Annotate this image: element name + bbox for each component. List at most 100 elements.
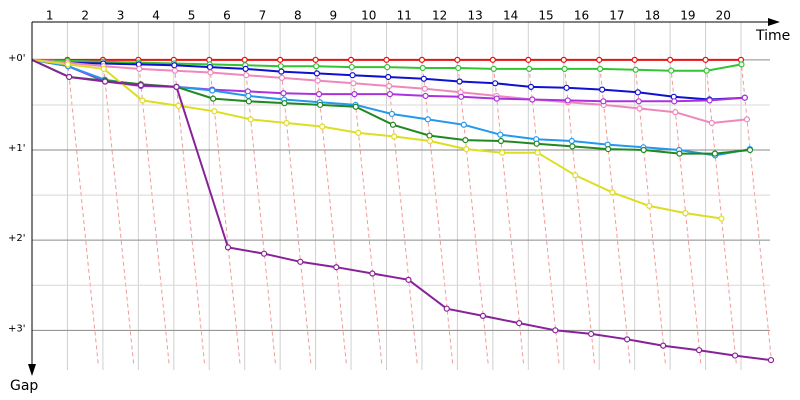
point: [137, 82, 144, 89]
point: [767, 356, 775, 364]
x-tick-label: 20: [716, 9, 731, 23]
time-line: [421, 59, 454, 367]
point: [499, 149, 506, 156]
point: [702, 56, 709, 63]
point: [711, 150, 719, 157]
y-tick-label: +3': [8, 323, 26, 334]
point: [605, 146, 612, 153]
point: [355, 129, 362, 136]
x-arrow: [768, 18, 780, 26]
time-line: [66, 59, 99, 367]
point: [646, 202, 653, 210]
point: [388, 110, 396, 118]
point: [460, 121, 467, 128]
point: [572, 172, 579, 179]
point: [424, 116, 431, 123]
point: [609, 189, 616, 196]
x-tick-label: 18: [645, 9, 660, 23]
point: [635, 98, 642, 105]
time-line: [279, 59, 312, 367]
point: [561, 65, 568, 72]
point: [492, 80, 499, 87]
point: [283, 119, 290, 127]
x-tick-label: 1: [46, 9, 54, 23]
point: [527, 83, 535, 91]
point: [660, 342, 667, 349]
point: [741, 94, 748, 101]
time-line: [598, 59, 631, 367]
time-line: [244, 59, 277, 367]
time-line: [705, 59, 738, 367]
x-tick-label: 4: [152, 9, 160, 23]
point: [420, 75, 427, 82]
point: [333, 264, 340, 271]
point: [743, 116, 751, 123]
x-tick-label: 19: [680, 9, 695, 23]
point: [173, 83, 180, 91]
point: [241, 56, 248, 63]
time-line: [563, 59, 596, 367]
point: [454, 56, 461, 63]
time-line: [315, 59, 348, 367]
time-line: [740, 59, 773, 367]
point: [640, 146, 647, 154]
point: [463, 146, 470, 153]
time-line: [173, 59, 206, 367]
point: [588, 330, 595, 338]
point: [738, 61, 745, 68]
point: [369, 270, 376, 277]
point: [634, 89, 641, 96]
point: [243, 72, 250, 79]
x-tick-label: 15: [538, 9, 553, 23]
point: [386, 91, 394, 98]
point: [277, 63, 284, 70]
point: [171, 67, 178, 74]
point: [534, 149, 541, 156]
point: [596, 56, 603, 63]
point: [277, 56, 284, 63]
time-line: [456, 59, 489, 367]
point: [385, 73, 392, 81]
point: [349, 72, 356, 79]
x-tick-label: 14: [503, 9, 518, 23]
point: [600, 98, 607, 105]
x-tick-label: 13: [467, 9, 482, 23]
point: [443, 305, 450, 312]
x-tick-label: 9: [330, 9, 338, 23]
time-line: [208, 59, 241, 367]
point: [552, 327, 559, 334]
point: [64, 61, 72, 68]
point: [260, 250, 268, 257]
point: [175, 102, 182, 109]
point: [383, 56, 390, 63]
point: [672, 109, 679, 116]
point: [317, 101, 324, 109]
point: [456, 78, 463, 85]
point: [314, 77, 321, 84]
point: [668, 67, 675, 74]
point: [631, 56, 638, 63]
time-line: [350, 59, 383, 367]
point: [350, 80, 357, 87]
point: [533, 140, 540, 147]
point: [457, 93, 465, 100]
point: [731, 352, 739, 359]
x-tick-label: 10: [361, 9, 376, 23]
point: [462, 137, 469, 144]
point: [421, 85, 428, 92]
point: [281, 100, 288, 107]
point: [352, 103, 359, 110]
point: [100, 65, 107, 72]
point: [315, 91, 323, 98]
point: [426, 132, 433, 139]
point: [569, 143, 576, 150]
y-tick-label: +1': [8, 143, 26, 154]
point: [568, 137, 575, 145]
point: [313, 63, 320, 70]
y-tick-label: +2': [8, 233, 26, 244]
x-tick-label: 11: [397, 9, 412, 23]
x-tick-label: 16: [574, 9, 589, 23]
point: [516, 320, 523, 327]
point: [708, 119, 715, 127]
